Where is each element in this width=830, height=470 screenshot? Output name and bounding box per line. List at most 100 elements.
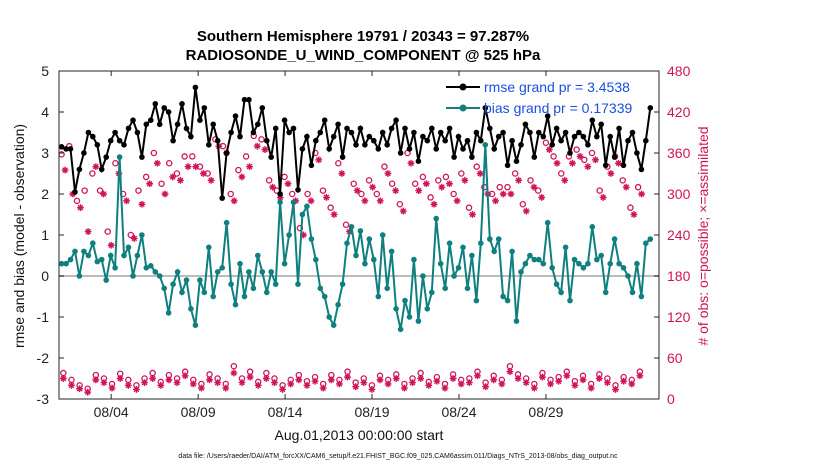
bias-point-121 <box>598 252 604 259</box>
rmse-point-94 <box>478 137 484 144</box>
obs-assimilated-marker-34 <box>323 194 330 201</box>
rmse-point-101 <box>509 137 515 144</box>
obs-assimilated-marker-19 <box>207 176 215 184</box>
rmse-point-19 <box>143 121 150 128</box>
bias-point-6 <box>85 252 92 259</box>
obs-possible-marker-40 <box>365 177 373 184</box>
rmse-point-53 <box>295 187 301 193</box>
rmse-point-99 <box>500 129 506 136</box>
obs-assimilated-marker-45 <box>407 159 415 167</box>
rmse-point-26 <box>174 121 181 128</box>
obs-possible-marker-73 <box>619 177 627 184</box>
rmse-point-48 <box>272 125 279 132</box>
obs-low-assimilated-marker-12 <box>157 381 165 389</box>
bias-point-56 <box>308 236 315 242</box>
rmse-point-69 <box>366 133 373 140</box>
chart-title: Southern Hemisphere 19791 / 20343 = 97.2… <box>197 28 529 45</box>
obs-possible-marker-32 <box>304 190 311 198</box>
obs-assimilated-marker-43 <box>392 187 400 194</box>
obs-assimilated-marker-18 <box>200 170 207 177</box>
obs-assimilated-marker-29 <box>284 180 292 188</box>
obs-possible-marker-26 <box>258 136 265 143</box>
bias-point-0 <box>58 260 65 267</box>
obs-low-assimilated-marker-47 <box>441 384 449 392</box>
bias-point-13 <box>116 154 123 160</box>
rmse-point-18 <box>139 154 145 160</box>
bias-point-115 <box>571 256 578 263</box>
bias-point-5 <box>81 248 87 255</box>
obs-possible-marker-27 <box>265 177 273 184</box>
obs-assimilated-marker-50 <box>446 180 453 188</box>
bias-point-119 <box>589 224 596 230</box>
rmse-point-119 <box>589 117 596 123</box>
rmse-point-28 <box>183 125 190 132</box>
obs-assimilated-marker-11 <box>146 180 154 188</box>
legend-rmse-label: rmse grand pr = 3.4538 <box>484 79 630 95</box>
rmse-point-27 <box>179 101 185 107</box>
obs-possible-marker-42 <box>381 163 388 170</box>
bias-point-98 <box>495 236 502 242</box>
bias-point-25 <box>170 281 176 288</box>
obs-assimilated-marker-61 <box>530 183 538 191</box>
obs-low-assimilated-marker-71 <box>636 372 644 380</box>
rmse-point-6 <box>85 129 92 136</box>
rmse-point-128 <box>629 129 636 136</box>
bias-point-38 <box>228 281 234 288</box>
obs-possible-marker-65 <box>558 170 565 177</box>
obs-possible-marker-5 <box>96 187 104 194</box>
rmse-point-100 <box>504 162 511 169</box>
rmse-point-120 <box>594 133 600 140</box>
bias-point-117 <box>580 265 587 271</box>
y-tick-label-right-7: 420 <box>667 104 691 120</box>
bias-point-89 <box>455 265 462 271</box>
rmse-point-130 <box>638 166 645 173</box>
obs-assimilated-marker-74 <box>630 211 638 218</box>
rmse-point-97 <box>491 146 498 152</box>
obs-assimilated-marker-46 <box>415 187 423 194</box>
bias-point-125 <box>616 260 622 267</box>
obs-possible-marker-64 <box>550 153 557 160</box>
bias-point-36 <box>219 265 225 271</box>
obs-low-assimilated-marker-40 <box>384 380 392 388</box>
rmse-point-92 <box>469 154 475 160</box>
rmse-point-31 <box>197 117 203 123</box>
bias-point-132 <box>647 236 654 242</box>
rmse-point-40 <box>237 133 243 140</box>
bias-point-44 <box>254 252 261 259</box>
bias-point-99 <box>500 293 506 300</box>
rmse-point-129 <box>634 150 640 156</box>
bias-point-110 <box>549 265 555 271</box>
bias-point-91 <box>464 285 471 292</box>
rmse-point-66 <box>353 142 359 148</box>
bias-point-96 <box>487 236 493 242</box>
bias-point-53 <box>295 281 301 288</box>
rmse-point-3 <box>72 189 78 195</box>
bias-point-73 <box>384 285 391 292</box>
rmse-point-75 <box>393 117 399 123</box>
bias-point-35 <box>214 269 221 275</box>
obs-low-assimilated-marker-6 <box>108 384 116 392</box>
obs-possible-marker-10 <box>135 187 142 194</box>
rmse-point-117 <box>580 133 587 140</box>
obs-possible-marker-14 <box>165 159 173 167</box>
obs-possible-marker-2 <box>73 197 81 205</box>
obs-low-assimilated-marker-41 <box>392 375 400 382</box>
bias-point-31 <box>197 277 203 283</box>
obs-low-assimilated-marker-59 <box>539 373 546 381</box>
obs-assimilated-marker-54 <box>476 170 484 177</box>
obs-low-assimilated-marker-22 <box>238 379 246 386</box>
obs-low-assimilated-marker-39 <box>376 376 384 384</box>
bias-point-17 <box>134 252 141 259</box>
legend-bias-label: bias grand pr = 0.17339 <box>484 100 632 116</box>
obs-assimilated-marker-28 <box>276 194 284 201</box>
bias-point-114 <box>567 297 573 304</box>
obs-assimilated-marker-40 <box>369 183 376 191</box>
rmse-point-20 <box>148 117 154 123</box>
obs-low-assimilated-marker-62 <box>563 372 571 380</box>
y-tick-label-right-6: 360 <box>667 145 691 161</box>
obs-possible-marker-38 <box>350 180 357 187</box>
bias-point-116 <box>576 260 582 267</box>
rmse-point-14 <box>121 142 127 148</box>
bias-point-3 <box>72 248 78 255</box>
bias-point-8 <box>94 258 101 265</box>
